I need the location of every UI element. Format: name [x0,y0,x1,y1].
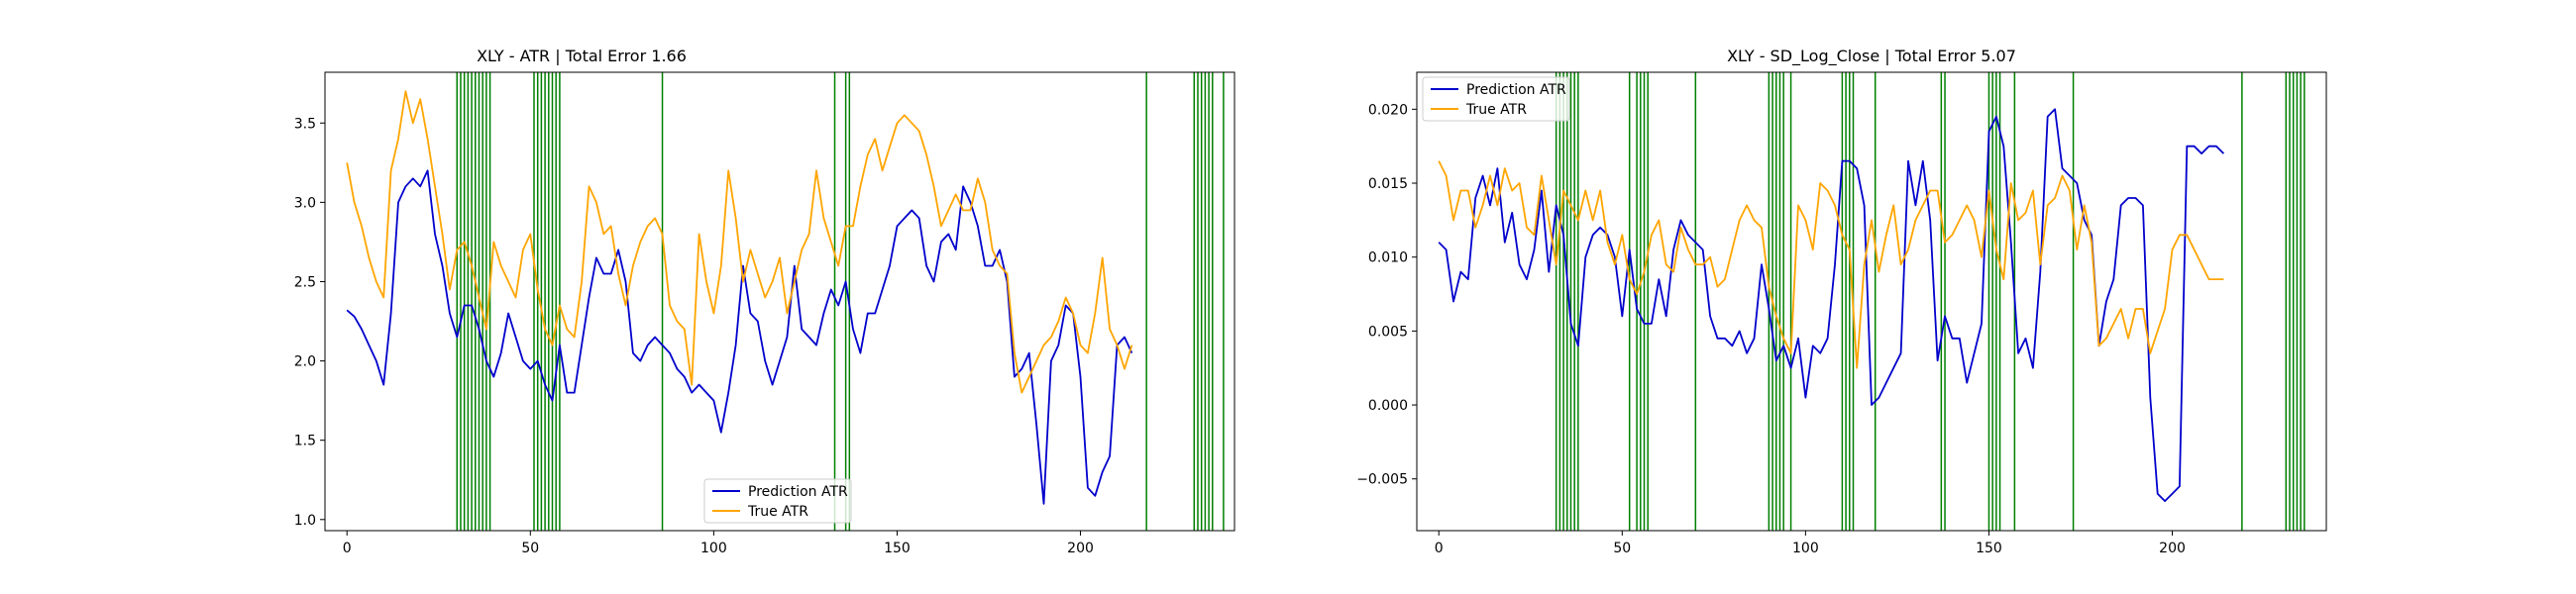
atr-y-tick-label-5: 3.5 [294,116,316,132]
sd-y-tick-label-1: 0.000 [1368,398,1408,414]
atr-legend-prediction-label: Prediction ATR [748,484,848,500]
atr-y-tick-label-4: 3.0 [294,195,316,211]
atr-plot-frame [324,71,1235,532]
atr-y-tick-label-1: 1.5 [294,434,316,449]
sd-x-tick-label-4: 200 [2159,541,2186,556]
atr-y-tick-label-2: 2.0 [294,354,316,370]
atr-x-tick-label-3: 150 [884,541,911,556]
atr-x-tick-label-0: 0 [343,541,352,556]
sd-series-true-line [1438,160,2224,369]
sd-series-group [1438,108,2225,503]
sd-chart-title: XLY - SD_Log_Close | Total Error 5.07 [1727,47,2016,66]
atr-chart: XLY - ATR | Total Error 1.66 0 50 100 150 20… [294,47,1235,556]
atr-series-true-line [346,90,1133,394]
atr-x-axis: 0 50 100 150 200 [343,531,1094,556]
sd-x-axis: 0 50 100 150 200 [1435,531,2186,556]
sd-x-tick-label-0: 0 [1435,541,1444,556]
sd-legend: Prediction ATR True ATR [1422,76,1570,122]
sd-x-tick-label-2: 100 [1792,541,1819,556]
atr-vlines [456,72,1225,531]
atr-chart-title: XLY - ATR | Total Error 1.66 [477,47,687,65]
atr-legend: Prediction ATR True ATR [703,478,852,524]
atr-x-tick-label-1: 50 [521,541,539,556]
sd-y-tick-label-2: 0.005 [1368,324,1408,340]
atr-x-tick-label-2: 100 [700,541,727,556]
atr-legend-true-label: True ATR [747,504,808,520]
sd-legend-box [1422,76,1570,122]
atr-y-tick-label-0: 1.0 [294,513,316,529]
sd-y-tick-label-0: −0.005 [1356,472,1408,488]
sd-y-tick-label-4: 0.015 [1368,176,1408,192]
sd-x-tick-label-1: 50 [1613,541,1631,556]
atr-y-tick-label-3: 2.5 [294,274,316,290]
atr-series-prediction-line [346,169,1133,505]
atr-legend-box [703,478,852,524]
sd-legend-prediction-label: Prediction ATR [1466,82,1566,98]
sd-legend-true-label: True ATR [1465,102,1527,118]
atr-series-group [346,90,1133,505]
sd-y-tick-label-3: 0.010 [1368,250,1408,266]
sd-log-close-chart: XLY - SD_Log_Close | Total Error 5.07 0 5… [1356,47,2327,556]
sd-plot-frame [1416,71,2327,532]
sd-x-tick-label-3: 150 [1976,541,2002,556]
sd-y-axis: −0.005 0.000 0.005 0.010 0.015 0.020 [1356,102,1417,488]
atr-y-axis: 1.0 1.5 2.0 2.5 3.0 3.5 [294,116,325,529]
atr-x-tick-label-4: 200 [1067,541,1094,556]
sd-y-tick-label-5: 0.020 [1368,102,1408,118]
